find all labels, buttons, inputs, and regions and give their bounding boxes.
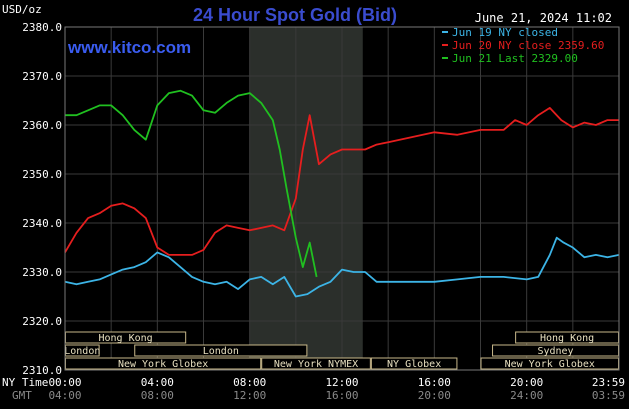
x-tick-label-gmt: 12:00 xyxy=(233,389,266,402)
legend-entry: Jun 21 Last 2329.00 xyxy=(452,52,578,65)
x-tick-label-ny: 23:59 xyxy=(592,376,625,389)
x-tick-label-ny: 04:00 xyxy=(141,376,174,389)
session-box xyxy=(370,357,458,370)
y-tick-label: 2310.0 xyxy=(22,364,62,377)
gmt-row-label: GMT xyxy=(12,389,32,402)
x-tick-label-ny: 08:00 xyxy=(233,376,266,389)
y-tick-labels: 2310.0 2320.0 2330.0 2340.0 2350.0 2360.0 2370… xyxy=(22,21,62,377)
x-tick-label-ny: 12:00 xyxy=(325,376,358,389)
x-tick-label-ny: 20:00 xyxy=(510,376,543,389)
session-label: New York Globex xyxy=(118,359,208,370)
series-line xyxy=(64,107,619,256)
session-label: London xyxy=(64,346,100,357)
x-tick-label-ny: 00:00 xyxy=(48,376,81,389)
series-line xyxy=(65,89,318,278)
chart-title: 24 Hour Spot Gold (Bid) xyxy=(193,5,397,25)
x-tick-label-gmt: 04:00 xyxy=(48,389,81,402)
x-tick-label-gmt: 03:59 xyxy=(592,389,625,402)
session-box xyxy=(261,357,371,370)
x-tick-label-gmt: 16:00 xyxy=(325,389,358,402)
y-tick-label: 2370.0 xyxy=(22,70,62,83)
session-label: Hong Kong xyxy=(540,333,594,344)
x-tick-label-gmt: 24:00 xyxy=(510,389,543,402)
y-tick-label: 2350.0 xyxy=(22,168,62,181)
series-line xyxy=(64,236,620,298)
timestamp: June 21, 2024 11:02 xyxy=(475,11,612,25)
legend-entry: Jun 19 NY closed xyxy=(452,26,558,39)
session-box xyxy=(134,344,308,357)
session-label: London xyxy=(203,346,239,357)
x-tick-labels: 00:00 04:00 08:00 12:00 16:00 20:00 23:5904:00… xyxy=(48,376,625,402)
y-tick-label: 2320.0 xyxy=(22,315,62,328)
session-label: New York Globex xyxy=(505,359,595,370)
kitco-watermark: www.kitco.com xyxy=(67,38,191,57)
session-label: NY Globex xyxy=(387,359,441,370)
ny-time-row-label: NY Time xyxy=(2,376,48,389)
y-tick-label: 2340.0 xyxy=(22,217,62,230)
series-lines xyxy=(64,89,620,298)
y-tick-label: 2330.0 xyxy=(22,266,62,279)
session-label: Hong Kong xyxy=(99,333,153,344)
y-tick-label: 2360.0 xyxy=(22,119,62,132)
x-tick-label-gmt: 20:00 xyxy=(418,389,451,402)
nymex-shaded-region xyxy=(249,27,363,370)
plot-frame xyxy=(64,26,620,371)
legend-entry: Jun 20 NY close 2359.60 xyxy=(452,39,604,52)
session-label: New York NYMEX xyxy=(274,359,358,370)
session-label: Sydney xyxy=(537,346,573,357)
x-tick-label-ny: 16:00 xyxy=(418,376,451,389)
x-tick-label-gmt: 08:00 xyxy=(141,389,174,402)
y-axis-label: USD/oz xyxy=(2,3,42,16)
y-tick-label: 2380.0 xyxy=(22,21,62,34)
